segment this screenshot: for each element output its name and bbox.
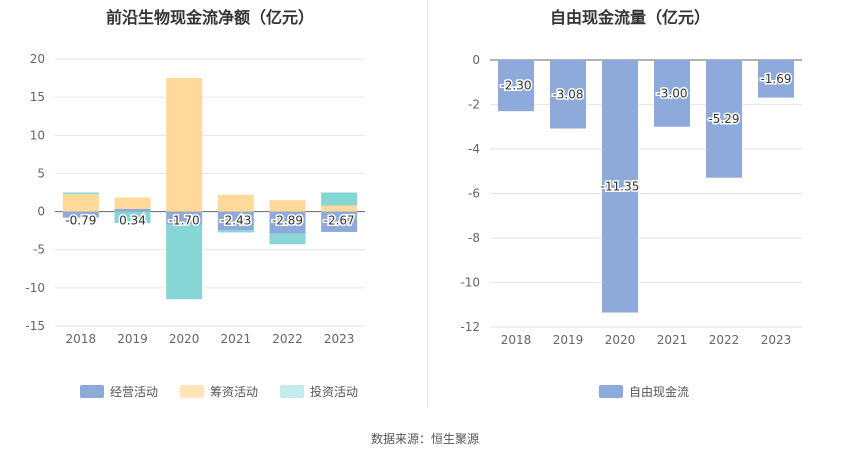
fcf-y-tick-label: 0 bbox=[472, 53, 480, 67]
cashflow-data-label: 0.34 bbox=[119, 214, 146, 228]
cashflow-bar-investing-2018 bbox=[62, 192, 99, 195]
cashflow-y-tick-label: 20 bbox=[30, 52, 45, 66]
fcf-data-label: -1.69 bbox=[760, 72, 791, 86]
right-chart-legend: 自由现金流 bbox=[599, 383, 711, 400]
fcf-x-tick-label: 2021 bbox=[657, 333, 688, 347]
legend-item-operating[interactable]: 经营活动 bbox=[80, 383, 158, 400]
cashflow-data-label: -2.43 bbox=[220, 214, 251, 228]
cashflow-y-tick-label: -5 bbox=[33, 243, 45, 257]
fcf-data-label: -11.35 bbox=[601, 179, 640, 193]
fcf-y-tick-label: -10 bbox=[460, 276, 480, 290]
fcf-y-tick-label: -2 bbox=[468, 98, 480, 112]
cashflow-x-tick-label: 2019 bbox=[117, 332, 148, 346]
fcf-data-label: -5.29 bbox=[708, 112, 739, 126]
cashflow-bar-operating-2023 bbox=[321, 211, 358, 232]
legend-label-financing: 筹资活动 bbox=[210, 385, 259, 399]
cashflow-x-tick-label: 2018 bbox=[66, 332, 97, 346]
fcf-x-tick-label: 2019 bbox=[553, 333, 584, 347]
cashflow-bar-financing-2022 bbox=[269, 200, 306, 212]
cashflow-y-tick-label: 0 bbox=[37, 205, 45, 219]
fcf-y-tick-label: -4 bbox=[468, 142, 480, 156]
panel-divider bbox=[427, 0, 428, 408]
legend-item-investing[interactable]: 投资活动 bbox=[280, 383, 358, 400]
fcf-y-tick-label: -12 bbox=[460, 320, 480, 334]
cashflow-y-tick-label: 5 bbox=[37, 166, 45, 180]
cashflow-bar-financing-2018 bbox=[62, 194, 99, 212]
fcf-x-tick-label: 2022 bbox=[709, 333, 740, 347]
cashflow-bar-financing-2019 bbox=[114, 197, 151, 209]
fcf-x-tick-label: 2023 bbox=[761, 333, 792, 347]
cashflow-bar-investing-2022 bbox=[269, 233, 306, 245]
right-chart-title: 自由现金流量（亿元） bbox=[549, 8, 710, 27]
fcf-bar-2020 bbox=[602, 60, 638, 313]
cashflow-data-label: -2.89 bbox=[272, 214, 303, 228]
legend-swatch-financing bbox=[180, 385, 205, 398]
legend-item-free-cash-flow[interactable]: 自由现金流 bbox=[599, 383, 689, 400]
fcf-bar-2023 bbox=[758, 60, 794, 98]
fcf-bar-2019 bbox=[550, 60, 586, 129]
legend-label-operating: 经营活动 bbox=[110, 385, 159, 399]
cashflow-bar-financing-2020 bbox=[166, 78, 203, 212]
cashflow-bar-investing-2020 bbox=[166, 224, 203, 300]
fcf-y-tick-label: -8 bbox=[468, 231, 480, 245]
legend-swatch-free-cash-flow bbox=[599, 385, 623, 398]
legend-swatch-investing bbox=[280, 385, 305, 398]
legend-swatch-operating bbox=[80, 385, 104, 398]
cashflow-bar-investing-2019 bbox=[114, 211, 151, 224]
fcf-x-tick-label: 2018 bbox=[501, 333, 532, 347]
cashflow-bar-operating-2021 bbox=[217, 211, 254, 231]
cashflow-x-tick-label: 2023 bbox=[324, 332, 355, 346]
cashflow-bar-investing-2023 bbox=[321, 192, 358, 206]
fcf-data-label: -3.08 bbox=[552, 87, 583, 101]
fcf-bar-2018 bbox=[498, 60, 534, 112]
cashflow-y-tick-label: -15 bbox=[25, 319, 45, 333]
cashflow-bar-operating-2019 bbox=[114, 208, 151, 212]
legend-label-free-cash-flow: 自由现金流 bbox=[629, 385, 690, 399]
fcf-data-label: -2.30 bbox=[500, 79, 531, 93]
fcf-bar-2021 bbox=[654, 60, 690, 127]
cashflow-bar-financing-2021 bbox=[217, 194, 254, 212]
cashflow-x-tick-label: 2020 bbox=[169, 332, 200, 346]
cashflow-x-tick-label: 2022 bbox=[272, 332, 303, 346]
cashflow-x-tick-label: 2021 bbox=[221, 332, 252, 346]
cashflow-bar-operating-2018 bbox=[62, 211, 99, 218]
cashflow-bar-operating-2022 bbox=[269, 211, 306, 234]
cashflow-bar-financing-2023 bbox=[321, 205, 358, 212]
data-source-note: 数据来源：恒生聚源 bbox=[370, 432, 479, 446]
left-chart-legend: 经营活动 筹资活动 投资活动 bbox=[80, 383, 380, 400]
fcf-bar-2022 bbox=[706, 60, 742, 178]
fcf-y-tick-label: -6 bbox=[468, 187, 480, 201]
cashflow-y-tick-label: 15 bbox=[30, 90, 45, 104]
cashflow-data-label: -1.70 bbox=[169, 214, 200, 228]
cashflow-data-label: -0.79 bbox=[65, 214, 96, 228]
fcf-data-label: -3.00 bbox=[656, 86, 687, 100]
legend-label-investing: 投资活动 bbox=[310, 385, 359, 399]
cashflow-bar-operating-2020 bbox=[166, 211, 203, 225]
fcf-x-tick-label: 2020 bbox=[605, 333, 636, 347]
legend-item-financing[interactable]: 筹资活动 bbox=[180, 383, 258, 400]
cashflow-bar-investing-2021 bbox=[217, 230, 254, 233]
cashflow-data-label: -2.67 bbox=[324, 214, 355, 228]
cashflow-y-tick-label: 10 bbox=[30, 128, 45, 142]
left-chart-title: 前沿生物现金流净额（亿元） bbox=[105, 8, 314, 27]
cashflow-y-tick-label: -10 bbox=[25, 281, 45, 295]
